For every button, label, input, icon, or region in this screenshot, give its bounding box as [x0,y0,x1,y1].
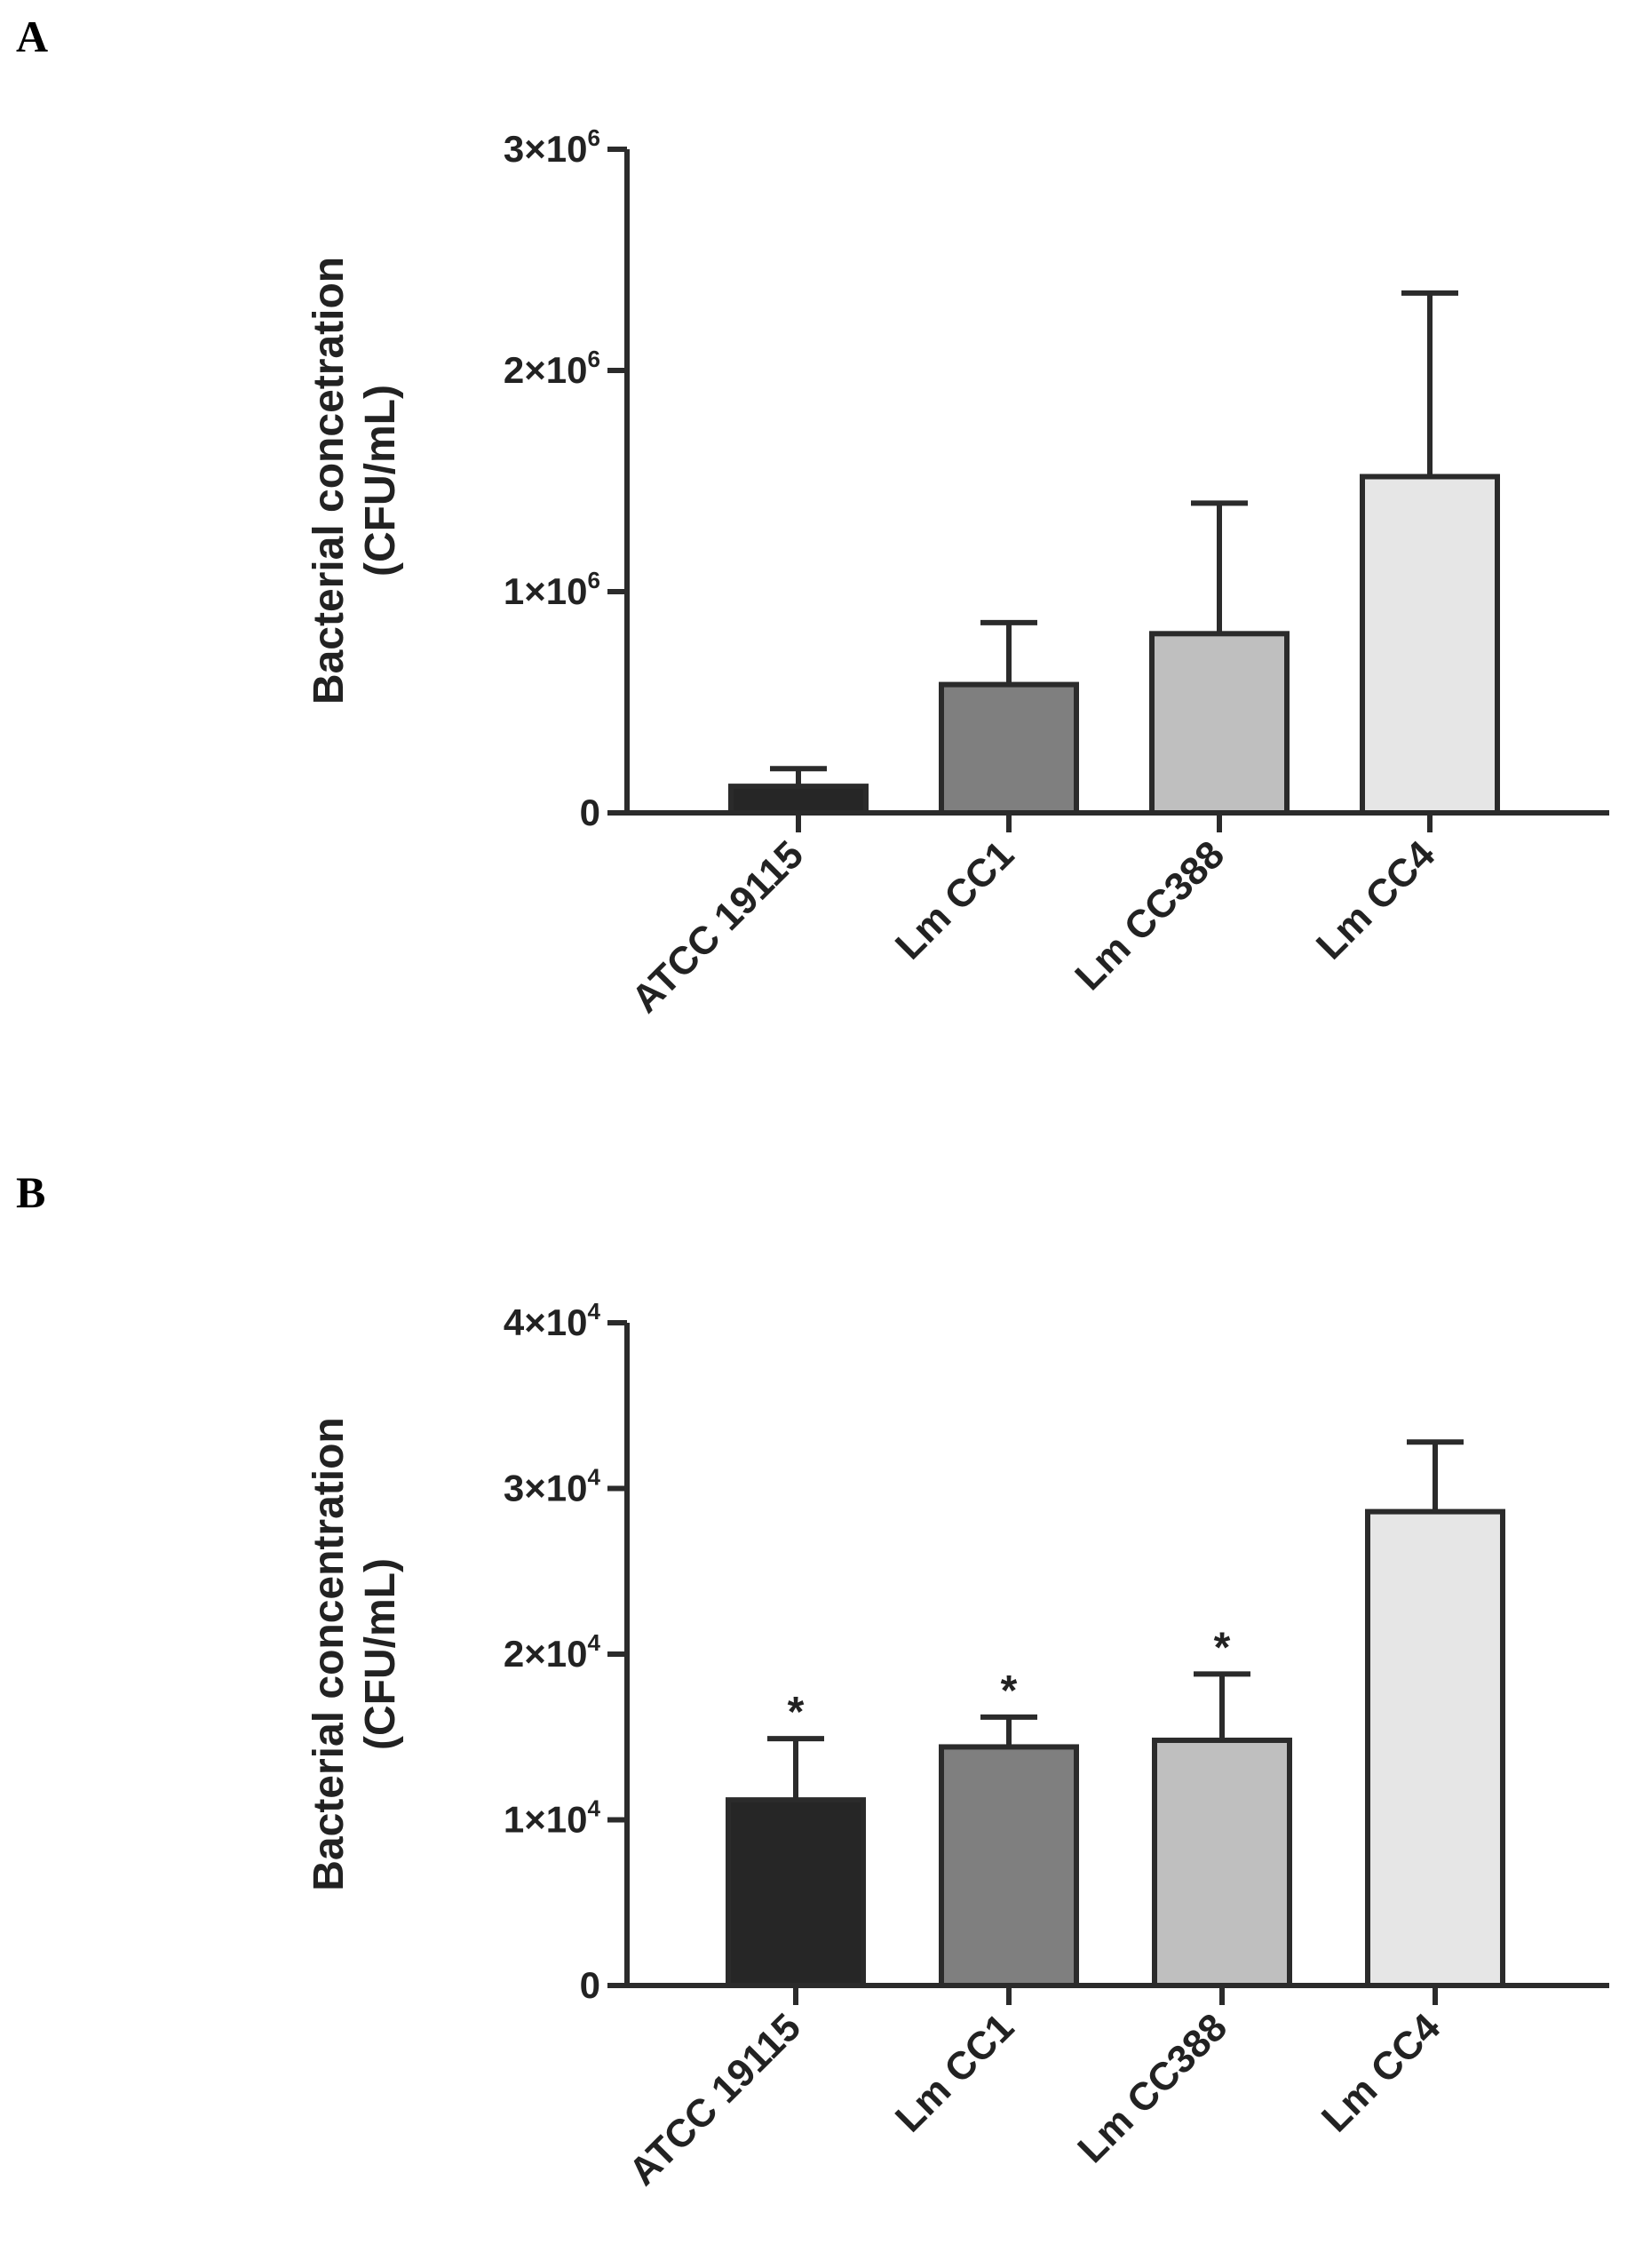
x-category-label-b-1: Lm CC1 [887,2005,1022,2140]
bar-b-1 [939,1744,1079,1988]
x-category-label-a-3: Lm CC4 [1308,832,1444,968]
bar-chart-a: 0 1×106 2×106 3×106 Bacterial concetration (C… [306,124,1609,1022]
bar-a-1 [939,681,1079,816]
significance-marker-b-1: * [1001,1667,1018,1715]
y-tick-label-a: 1×106 [504,567,600,612]
significance-marker-b-0: * [788,1689,805,1736]
bar-b-2 [1152,1737,1292,1988]
y-axis-title-a: Bacterial concetration (CFU/mL) [306,257,404,704]
x-category-label-b-3: Lm CC4 [1314,2005,1449,2141]
bar-a-0 [728,784,869,816]
panel-label-a: A [16,12,49,61]
x-category-label-b-0: ATCC 19115 [621,2005,809,2193]
x-category-label-a-1: Lm CC1 [887,832,1022,967]
y-tick-label-a: 2×106 [504,346,600,391]
bar-chart-b: 0 1×104 2×104 3×104 4×104 Bacterial concentra… [306,1298,1609,2194]
y-axis-title-b: Bacterial concentration (CFU/mL) [306,1417,404,1890]
y-tick-label-b: 2×104 [504,1629,601,1675]
y-tick-label-a: 3×106 [504,124,600,170]
y-tick-label-b: 3×104 [504,1464,601,1509]
bar-a-2 [1149,631,1290,816]
y-tick-label-b: 1×104 [504,1795,601,1841]
panel-label-b: B [16,1167,46,1217]
y-tick-label-a: 0 [580,792,600,833]
x-category-label-a-2: Lm CC388 [1067,832,1233,999]
y-tick-label-b: 0 [580,1964,600,2006]
bar-b-0 [726,1797,866,1988]
x-category-label-a-0: ATCC 19115 [623,832,812,1021]
significance-marker-b-2: * [1214,1624,1231,1671]
x-category-label-b-2: Lm CC388 [1069,2005,1235,2171]
bar-b-3 [1365,1508,1505,1988]
bar-a-3 [1360,473,1500,816]
y-tick-label-b: 4×104 [504,1298,601,1343]
